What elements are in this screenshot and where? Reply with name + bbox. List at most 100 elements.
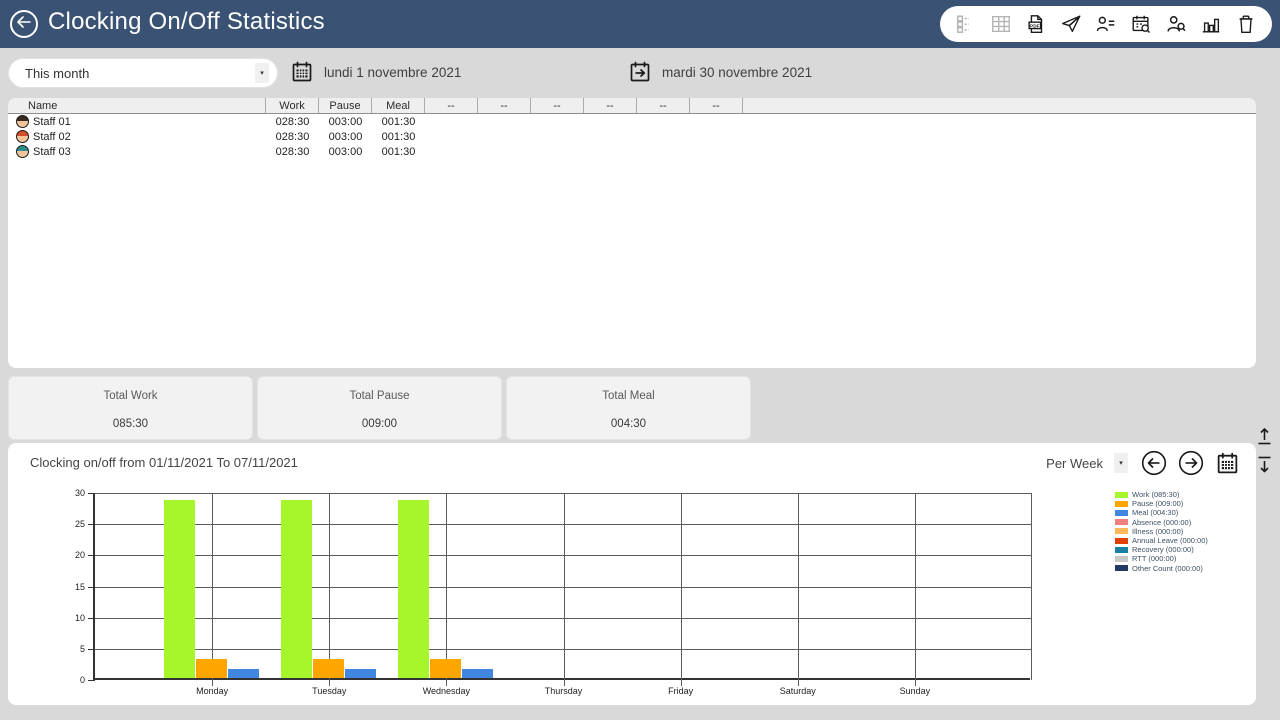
legend-label: RTT (000:00) [1132,554,1176,563]
legend-swatch [1115,556,1128,562]
y-axis-label: 5 [55,644,85,654]
work-value: 028:30 [266,146,319,158]
column-header-empty-6[interactable]: -- [531,98,584,113]
chevron-down-icon[interactable]: ▾ [1114,453,1128,473]
next-week-button[interactable] [1178,450,1204,476]
legend-label: Absence (000:00) [1132,518,1191,527]
panel-splitter[interactable] [1255,427,1273,479]
calendar-search-icon[interactable] [1130,13,1152,35]
x-axis-label: Thursday [519,686,609,696]
clocking-statistics-window: Clocking On/Off Statistics PDF This mont… [0,0,1280,720]
y-axis-label: 10 [55,613,85,623]
bar-pause [196,659,227,678]
bar-pause [430,659,461,678]
avatar [16,145,29,158]
meal-value: 001:30 [372,131,425,143]
x-axis-label: Wednesday [401,686,491,696]
statistics-icon[interactable] [1200,13,1222,35]
expand-down-icon [1257,454,1272,479]
gridline-vertical [915,493,916,686]
y-axis-label: 20 [55,550,85,560]
calendar-goto-icon[interactable] [628,60,652,84]
legend-swatch [1115,510,1128,516]
send-icon[interactable] [1060,13,1082,35]
column-header-empty-9[interactable]: -- [690,98,743,113]
y-axis-tick [88,587,95,588]
pause-value: 003:00 [319,131,372,143]
staff-name: Staff 03 [33,146,71,158]
legend-item: Illness (000:00) [1115,527,1208,536]
table-body: Staff 01028:30003:00001:30Staff 02028:30… [8,114,1256,159]
legend-label: Illness (000:00) [1132,527,1183,536]
y-axis-tick [88,493,95,494]
column-header-name[interactable]: Name [8,98,266,113]
x-axis-label: Monday [167,686,257,696]
app-header: Clocking On/Off Statistics PDF [0,0,1280,48]
column-header-empty-5[interactable]: -- [478,98,531,113]
table-row[interactable]: Staff 01028:30003:00001:30 [8,114,1256,129]
table-row[interactable]: Staff 03 028:30003:00001:30 [8,144,1256,159]
column-header-filler [743,98,1256,113]
legend-label: Meal (004:30) [1132,508,1178,517]
calendar-icon[interactable] [290,60,314,84]
work-value: 028:30 [266,116,319,128]
export-pdf-icon[interactable]: PDF [1025,13,1047,35]
gridline-vertical [564,493,565,686]
meal-value: 001:30 [372,146,425,158]
page-title: Clocking On/Off Statistics [48,8,325,36]
end-date-label: mardi 30 novembre 2021 [662,65,812,80]
legend-label: Work (085:30) [1132,490,1179,499]
bar-work [398,500,429,678]
collapse-up-icon [1257,427,1272,452]
end-date-group: mardi 30 novembre 2021 [628,60,812,84]
legend-swatch [1115,528,1128,534]
y-axis-tick [88,649,95,650]
legend-item: Recovery (000:00) [1115,545,1208,554]
column-header-work[interactable]: Work [266,98,319,113]
legend-swatch [1115,538,1128,544]
pause-value: 003:00 [319,146,372,158]
column-header-empty-8[interactable]: -- [637,98,690,113]
bar-chart: 051015202530MondayTuesdayWednesdayThursd… [93,493,1030,680]
date-range-dropdown[interactable]: This month ▾ [8,58,278,88]
card-value: 009:00 [258,418,501,430]
staff-name: Staff 02 [33,131,71,143]
staff-list-icon[interactable] [1095,13,1117,35]
date-range-value: This month [25,66,255,81]
back-button[interactable] [10,10,38,38]
legend-swatch [1115,565,1128,571]
bar-work [281,500,312,678]
column-header-meal[interactable]: Meal [372,98,425,113]
table-header: NameWorkPauseMeal------------ [8,98,1256,114]
y-axis-label: 25 [55,519,85,529]
chart-panel: Clocking on/off from 01/11/2021 To 07/11… [8,443,1256,705]
gridline-vertical [446,493,447,686]
x-axis-label: Friday [636,686,726,696]
staff-name: Staff 01 [33,116,71,128]
column-header-empty-4[interactable]: -- [425,98,478,113]
column-header-pause[interactable]: Pause [319,98,372,113]
card-value: 004:30 [507,418,750,430]
bar-work [164,500,195,678]
previous-week-button[interactable] [1141,450,1167,476]
legend-item: RTT (000:00) [1115,554,1208,563]
bar-meal [462,669,493,678]
staff-search-icon[interactable] [1165,13,1187,35]
delete-icon[interactable] [1235,13,1257,35]
legend-label: Annual Leave (000:00) [1132,536,1208,545]
y-axis-tick [88,524,95,525]
card-label: Total Pause [258,390,501,402]
svg-text:PDF: PDF [1030,23,1040,29]
x-axis-label: Saturday [753,686,843,696]
chevron-down-icon: ▾ [255,63,269,83]
bar-meal [345,669,376,678]
calendar-icon[interactable] [1215,451,1240,476]
table-view-icon[interactable] [990,13,1012,35]
gridline-vertical [212,493,213,686]
table-row[interactable]: Staff 02028:30003:00001:30 [8,129,1256,144]
filter-row: This month ▾ lundi 1 novembre 2021 mardi… [0,48,1280,98]
gridline-vertical [798,493,799,686]
column-header-empty-7[interactable]: -- [584,98,637,113]
checklist-icon[interactable] [955,13,977,35]
card-value: 085:30 [9,418,252,430]
